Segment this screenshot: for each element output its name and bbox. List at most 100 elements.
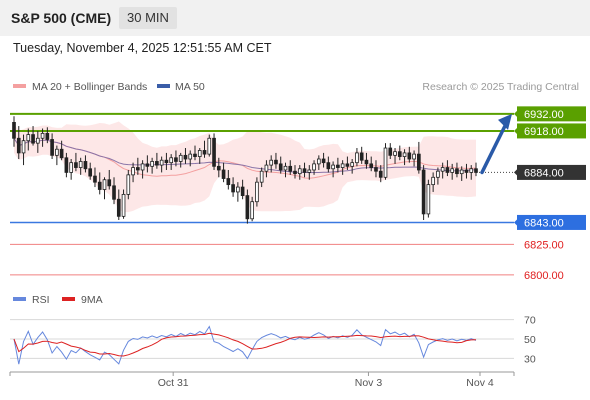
candle bbox=[145, 155, 150, 173]
legend-swatch-ma20 bbox=[13, 84, 26, 88]
candle-body-down bbox=[64, 157, 69, 173]
level-tag-resistance bbox=[517, 123, 586, 139]
candle-body-down bbox=[74, 162, 78, 168]
candle bbox=[340, 160, 345, 175]
level-tag-pointer bbox=[514, 109, 518, 118]
candle-body-up bbox=[340, 163, 345, 168]
level-tag-pivot bbox=[517, 214, 586, 230]
candle-body-down bbox=[112, 185, 116, 200]
candle-body-down bbox=[31, 134, 35, 144]
candle bbox=[388, 143, 393, 159]
candle-body-down bbox=[397, 151, 402, 157]
legend-swatch-9ma bbox=[62, 297, 75, 301]
copyright-text: Research © 2025 Trading Central bbox=[422, 81, 579, 93]
legend-rsi-label: RSI bbox=[32, 294, 50, 306]
candle bbox=[264, 160, 269, 178]
candle-body-up bbox=[255, 181, 259, 203]
candle-body-down bbox=[369, 163, 374, 168]
candle bbox=[302, 162, 307, 178]
x-axis: Oct 31 Nov 3 Nov 4 bbox=[9, 371, 515, 389]
candle bbox=[393, 148, 397, 164]
candle bbox=[383, 143, 388, 180]
candle bbox=[407, 146, 412, 163]
candle bbox=[136, 157, 140, 175]
candle bbox=[93, 167, 97, 188]
candle-body-up bbox=[264, 164, 269, 172]
candle-body-down bbox=[145, 163, 150, 167]
candle-body-up bbox=[169, 157, 174, 164]
interval-chip[interactable]: 30 MIN bbox=[119, 7, 177, 29]
candle-body-down bbox=[474, 168, 478, 173]
candle-body-up bbox=[393, 151, 397, 156]
candle bbox=[359, 146, 364, 164]
candle bbox=[178, 152, 183, 168]
candle bbox=[121, 189, 126, 219]
candle-body-down bbox=[421, 169, 426, 215]
candle bbox=[321, 152, 326, 168]
candle-body-down bbox=[83, 161, 88, 170]
rsi-lines bbox=[13, 325, 477, 365]
candle-body-down bbox=[12, 122, 16, 139]
candle-body-down bbox=[16, 137, 21, 154]
candle-body-up bbox=[312, 163, 316, 171]
candle-body-up bbox=[178, 154, 183, 162]
forecast-arrow-shaft bbox=[480, 122, 508, 175]
current-price-label: 6884.00 bbox=[524, 167, 564, 179]
candle-body-down bbox=[45, 132, 50, 140]
candle bbox=[336, 157, 340, 173]
candle-body-down bbox=[245, 195, 250, 220]
candle-body-up bbox=[297, 168, 302, 175]
candle-body-down bbox=[288, 165, 293, 172]
candle-body-down bbox=[240, 186, 245, 196]
candle-body-down bbox=[193, 153, 197, 157]
candle bbox=[231, 177, 235, 197]
candle bbox=[164, 152, 169, 170]
candle-body-up bbox=[402, 152, 407, 157]
candle bbox=[150, 157, 154, 174]
candle bbox=[412, 150, 416, 167]
candle-body-up bbox=[259, 170, 264, 183]
candle bbox=[316, 155, 321, 170]
level-tag-pointer bbox=[514, 218, 518, 227]
candle bbox=[402, 149, 407, 166]
level-label-pivot: 6843.00 bbox=[524, 217, 564, 229]
candle-body-down bbox=[417, 153, 421, 171]
ma50-line bbox=[13, 138, 477, 174]
rsi-chart: RSI 9MA 70 50 30 Oct 31 Nov 3 Nov 4 bbox=[9, 294, 536, 389]
candle-body-down bbox=[407, 152, 412, 160]
candle-body-down bbox=[136, 167, 140, 171]
forecast-arrow bbox=[480, 113, 512, 175]
candle-body-down bbox=[359, 152, 364, 161]
candle bbox=[455, 162, 459, 178]
candle bbox=[236, 182, 240, 202]
candle-body-up bbox=[121, 193, 126, 217]
candle bbox=[174, 150, 178, 167]
candle-body-down bbox=[107, 179, 112, 187]
candle bbox=[35, 130, 40, 153]
candle bbox=[369, 156, 374, 172]
candle bbox=[240, 179, 245, 200]
candle-body-up bbox=[426, 184, 431, 215]
candle bbox=[283, 162, 288, 178]
candle bbox=[74, 152, 78, 172]
candle-body-down bbox=[336, 164, 340, 168]
candle bbox=[16, 126, 21, 159]
candle bbox=[431, 172, 435, 192]
candle bbox=[364, 152, 369, 169]
candle-body-down bbox=[445, 167, 450, 173]
candle-body-up bbox=[78, 161, 83, 168]
candle-body-up bbox=[350, 162, 354, 167]
candle bbox=[78, 157, 83, 175]
price-levels bbox=[10, 112, 514, 276]
candle-body-down bbox=[97, 181, 102, 190]
candle-body-up bbox=[35, 137, 40, 144]
candle bbox=[169, 154, 174, 170]
candle-body-up bbox=[250, 201, 254, 220]
candle-body-up bbox=[126, 174, 131, 195]
candle bbox=[83, 155, 88, 173]
candle bbox=[12, 116, 16, 147]
rsi-9ma-line bbox=[13, 332, 477, 357]
candle-body-down bbox=[116, 198, 121, 217]
legend-swatch-rsi bbox=[13, 297, 26, 301]
